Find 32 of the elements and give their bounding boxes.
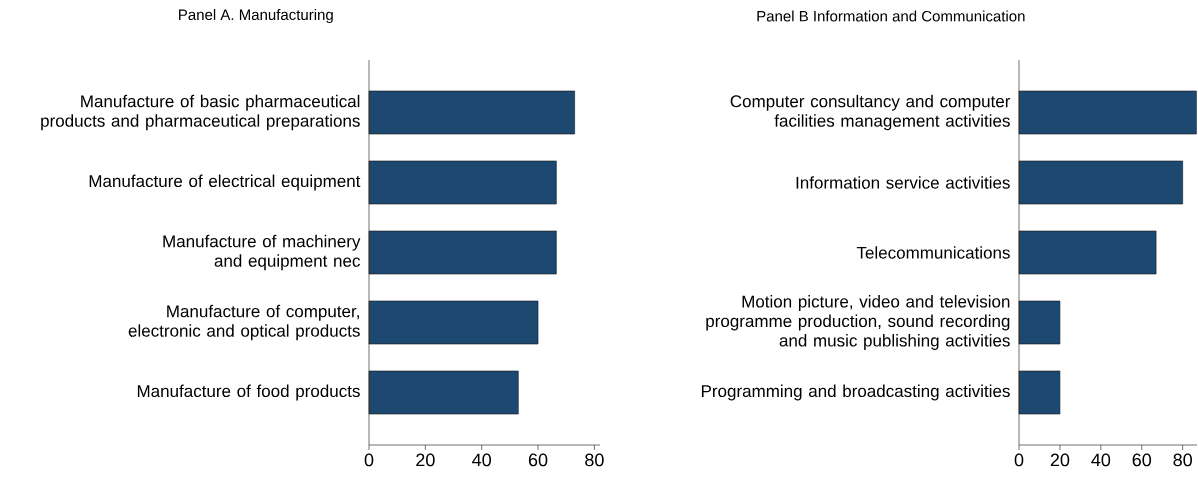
x-tick-label: 40: [1091, 453, 1111, 467]
y-tick-label: Computer consultancy and computer facilities management activities: [730, 94, 1011, 131]
x-tick-label: 80: [585, 453, 604, 467]
x-tick-label: 0: [364, 453, 374, 467]
x-tick-label: 60: [1132, 453, 1152, 467]
y-tick-label: Programming and broadcasting activities: [701, 384, 1010, 401]
bar: [1018, 90, 1197, 135]
y-tick-label: Manufacture of computer, electronic and optical products: [128, 304, 360, 341]
y-tick-label: Information service activities: [796, 176, 1010, 189]
bar: [1018, 370, 1061, 415]
x-tick-label: 60: [528, 453, 548, 467]
bar: [368, 160, 557, 205]
bar: [368, 300, 539, 345]
bar: [368, 90, 575, 135]
bar: [1018, 300, 1061, 345]
y-tick-label: Manufacture of machinery and equipment nec: [163, 234, 361, 271]
y-tick-label: Manufacture of basic pharmaceutical products and pharmaceutical preparations: [41, 94, 360, 131]
y-tick-label: Manufacture of food products: [137, 384, 360, 401]
y-tick-label: Telecommunications: [856, 246, 1010, 259]
bar: [368, 230, 557, 275]
x-tick-label: 40: [472, 453, 491, 467]
y-tick-label: Motion picture, video and television programme production, sound recording and music publishing activities: [706, 295, 1010, 350]
bar: [1018, 160, 1183, 205]
bar: [368, 370, 519, 415]
y-tick-label: Manufacture of electrical equipment: [89, 174, 361, 191]
text: Panel B Information and Communication: [757, 10, 1025, 22]
x-tick-label: 0: [1014, 453, 1024, 467]
bar: [1018, 230, 1157, 275]
x-tick-label: 20: [1050, 453, 1070, 467]
x-tick-label: 20: [416, 453, 435, 467]
chart-title: Panel A. Manufacturing: [179, 9, 333, 23]
x-tick-label: 80: [1173, 453, 1192, 467]
